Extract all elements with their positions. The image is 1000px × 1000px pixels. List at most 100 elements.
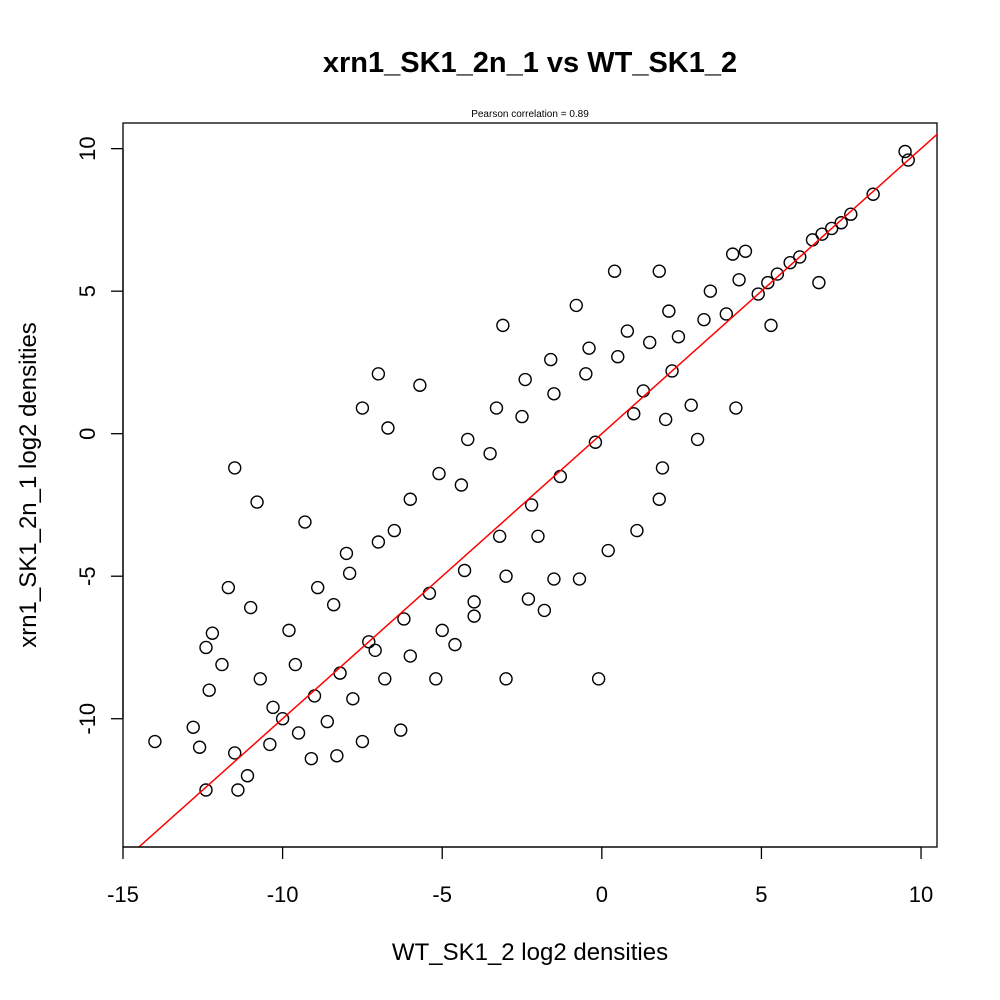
data-point-110 [467, 595, 481, 609]
data-point-20 [569, 298, 583, 313]
data-point-79 [627, 407, 641, 421]
data-point-71 [547, 387, 561, 401]
data-point-6 [815, 227, 829, 241]
data-point-89 [307, 689, 322, 703]
data-point-14 [761, 275, 775, 290]
data-point-70 [515, 409, 529, 424]
x-tick-label-0: 0 [596, 882, 608, 907]
data-point-86 [397, 612, 411, 626]
chart-title: xrn1_SK1_2n_1 vs WT_SK1_2 [323, 47, 737, 79]
data-point-56 [658, 412, 673, 427]
data-point-98 [432, 466, 446, 481]
data-point-40 [240, 769, 255, 783]
data-point-28 [298, 515, 312, 529]
data-point-101 [518, 372, 532, 387]
data-point-102 [544, 352, 558, 367]
data-point-10 [783, 255, 797, 270]
y-tick-label-0: 0 [75, 428, 100, 440]
data-point-107 [732, 273, 746, 287]
y-tick-label--10: -10 [75, 703, 100, 735]
data-point-77 [719, 307, 734, 321]
data-point-38 [199, 783, 213, 797]
y-tick-label-10: 10 [75, 136, 100, 160]
data-point-106 [703, 284, 718, 298]
data-point-95 [342, 566, 357, 581]
data-point-64 [368, 643, 382, 658]
data-point-4 [834, 216, 848, 230]
data-point-104 [620, 324, 635, 338]
data-point-34 [202, 683, 216, 697]
data-point-0 [898, 144, 912, 159]
data-point-51 [630, 523, 644, 538]
data-point-47 [499, 672, 513, 686]
data-point-21 [496, 318, 510, 333]
x-tick-label--15: -15 [107, 882, 139, 907]
data-point-57 [636, 384, 651, 398]
data-point-58 [547, 572, 561, 586]
data-point-87 [362, 635, 376, 649]
data-point-105 [662, 304, 676, 318]
data-point-100 [489, 401, 504, 415]
data-point-29 [221, 580, 236, 595]
plot-frame [122, 122, 938, 848]
data-point-90 [288, 657, 303, 672]
data-point-116 [291, 726, 306, 740]
data-point-23 [355, 401, 370, 415]
data-point-85 [422, 586, 437, 601]
data-point-76 [697, 312, 711, 327]
data-point-9 [793, 250, 807, 264]
data-point-39 [231, 783, 245, 797]
data-point-93 [282, 623, 296, 638]
data-point-80 [588, 435, 603, 449]
data-point-113 [378, 672, 392, 686]
data-point-62 [448, 637, 462, 652]
data-point-50 [601, 543, 615, 558]
data-point-61 [467, 609, 481, 623]
data-point-60 [521, 592, 536, 606]
x-tick-label-5: 5 [755, 882, 767, 907]
data-point-92 [253, 672, 267, 686]
data-point-117 [263, 737, 277, 752]
x-axis: -15 -10 -5 0 5 10 [107, 846, 933, 907]
data-point-63 [429, 672, 443, 686]
data-point-24 [413, 378, 427, 392]
y-tick-label-5: 5 [75, 285, 100, 297]
data-point-8 [812, 275, 826, 290]
data-point-54 [690, 432, 705, 447]
data-point-45 [355, 734, 370, 749]
data-point-83 [492, 529, 507, 544]
data-point-35 [186, 720, 200, 734]
data-point-111 [435, 623, 449, 638]
data-point-12 [726, 247, 740, 261]
data-point-48 [591, 672, 606, 686]
data-point-42 [275, 712, 290, 726]
data-point-115 [320, 714, 334, 729]
data-point-33 [215, 657, 229, 672]
data-point-88 [333, 666, 347, 680]
data-point-36 [192, 740, 207, 754]
data-point-7 [805, 233, 820, 247]
data-point-75 [671, 330, 686, 344]
data-point-13 [738, 244, 753, 258]
data-point-19 [652, 264, 666, 278]
data-point-91 [266, 700, 280, 715]
data-point-3 [844, 207, 858, 221]
data-point-81 [553, 469, 568, 484]
data-points [148, 144, 915, 797]
data-point-2 [866, 187, 880, 201]
data-point-37 [148, 734, 162, 749]
chart-subtitle: Pearson correlation = 0.89 [471, 109, 589, 120]
data-point-84 [457, 563, 472, 578]
data-point-109 [499, 569, 513, 583]
data-point-103 [582, 341, 596, 355]
y-tick-label--5: -5 [75, 566, 100, 586]
data-point-49 [572, 572, 587, 586]
y-axis: -10 -5 0 5 10 [75, 136, 124, 735]
data-point-53 [655, 461, 670, 475]
data-point-114 [346, 692, 360, 706]
data-point-66 [339, 546, 354, 561]
data-point-67 [387, 523, 402, 538]
y-axis-label: xrn1_SK1_2n_1 log2 densities [15, 322, 42, 648]
